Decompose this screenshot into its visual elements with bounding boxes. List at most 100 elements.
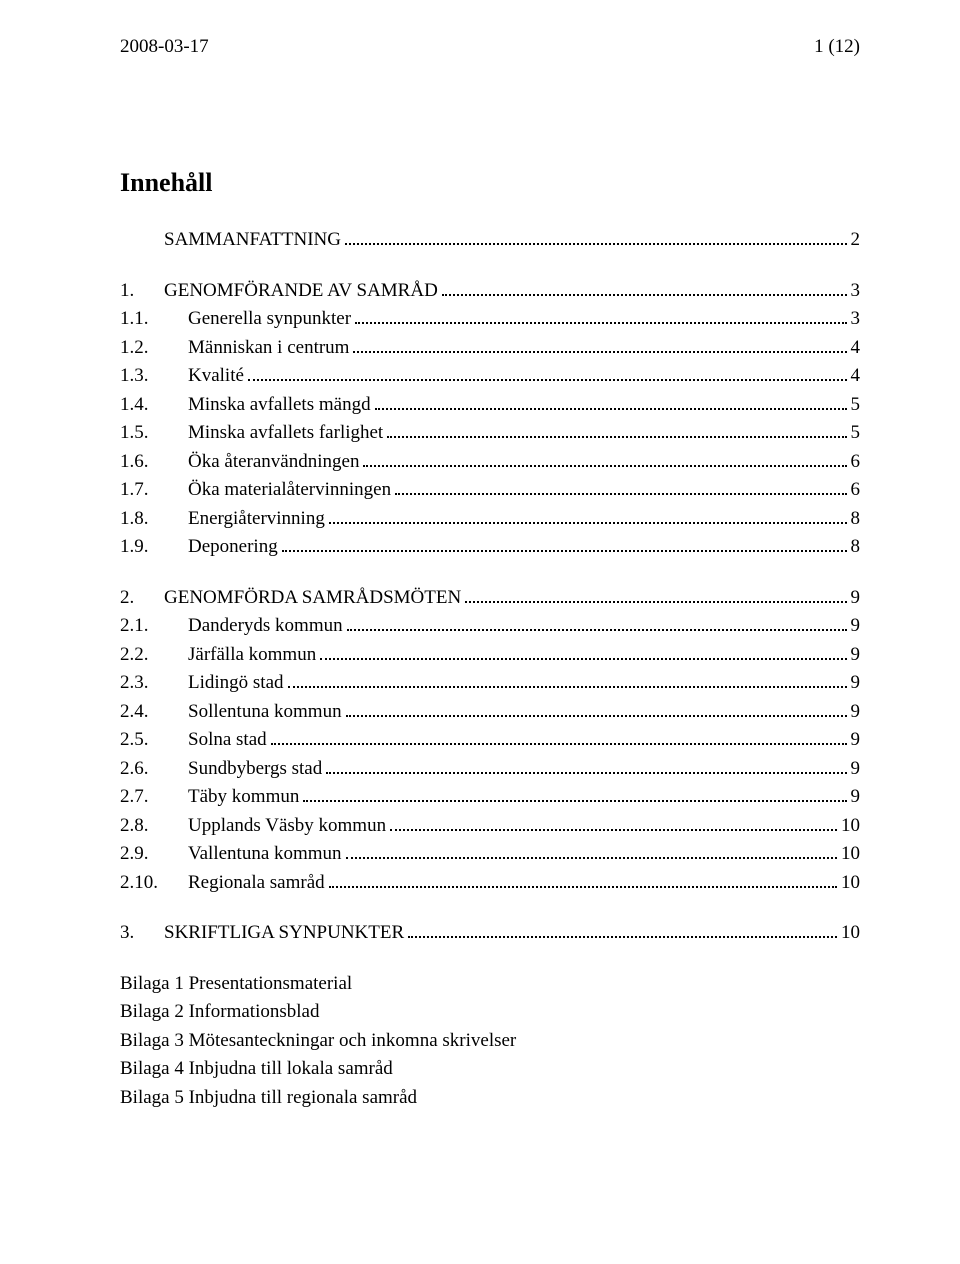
toc-entry-label: Minska avfallets farlighet	[188, 419, 383, 448]
toc-entry-label: Järfälla kommun	[188, 641, 316, 670]
toc-entry-page: 3	[851, 305, 861, 334]
toc-entry-label: Deponering	[188, 533, 278, 562]
toc-entry: 2.10.Regionala samråd10	[120, 869, 860, 898]
toc-leader-dots	[375, 392, 847, 409]
toc-leader-dots	[346, 699, 847, 716]
toc-entry-label: Öka materialåtervinningen	[188, 476, 391, 505]
toc-entry-number: 2.	[120, 584, 164, 613]
toc-entry-number: 1.2.	[120, 334, 188, 363]
toc-entry: 2.3.Lidingö stad 9	[120, 669, 860, 698]
toc-entry-page: 9	[851, 669, 861, 698]
toc-entry: 2.1.Danderyds kommun9	[120, 612, 860, 641]
toc-entry-number: 2.3.	[120, 669, 188, 698]
toc-entry-number: 2.5.	[120, 726, 188, 755]
toc-entry: 1.4.Minska avfallets mängd5	[120, 391, 860, 420]
toc-entry-page: 6	[851, 476, 861, 505]
toc-gap	[120, 255, 860, 277]
appendix-line: Bilaga 1 Presentationsmaterial	[120, 970, 860, 999]
toc-leader-dots	[390, 813, 837, 830]
toc-entry-page: 5	[851, 419, 861, 448]
toc-entry-number: 1.5.	[120, 419, 188, 448]
toc-entry: 2.8.Upplands Väsby kommun10	[120, 812, 860, 841]
toc-entry-label: Täby kommun	[188, 783, 299, 812]
toc-entry: 2.6.Sundbybergs stad 9	[120, 755, 860, 784]
toc-leader-dots	[347, 614, 847, 631]
toc-entry-page: 6	[851, 448, 861, 477]
toc-entry: 3.SKRIFTLIGA SYNPUNKTER 10	[120, 919, 860, 948]
toc-leader-dots	[329, 506, 847, 523]
toc-entry: 1.8.Energiåtervinning 8	[120, 505, 860, 534]
toc-entry-page: 10	[841, 919, 860, 948]
toc-entry-label: Generella synpunkter	[188, 305, 351, 334]
toc-entry-page: 8	[851, 505, 861, 534]
toc-entry-label: SKRIFTLIGA SYNPUNKTER	[164, 919, 404, 948]
toc-leader-dots	[271, 728, 847, 745]
toc-leader-dots	[353, 335, 846, 352]
toc-entry: 1.2.Människan i centrum 4	[120, 334, 860, 363]
toc-entry-label: GENOMFÖRANDE AV SAMRÅD	[164, 277, 438, 306]
toc-entry: 2.9.Vallentuna kommun10	[120, 840, 860, 869]
toc-entry-page: 9	[851, 783, 861, 812]
toc-entry-number: 1.1.	[120, 305, 188, 334]
toc-entry-page: 4	[851, 334, 861, 363]
appendix-line: Bilaga 3 Mötesanteckningar och inkomna s…	[120, 1027, 860, 1056]
toc-leader-dots	[408, 921, 837, 938]
toc-entry-page: 9	[851, 755, 861, 784]
toc-entry: 2.4.Sollentuna kommun 9	[120, 698, 860, 727]
toc-entry: 2.5.Solna stad 9	[120, 726, 860, 755]
toc-entry-label: SAMMANFATTNING	[164, 226, 341, 255]
toc-entry-page: 3	[851, 277, 861, 306]
toc-leader-dots	[363, 449, 846, 466]
toc-entry-page: 9	[851, 584, 861, 613]
toc-entry-label: Människan i centrum	[188, 334, 349, 363]
toc-leader-dots	[346, 842, 837, 859]
toc-gap	[120, 562, 860, 584]
toc-entry: 1.6.Öka återanvändningen6	[120, 448, 860, 477]
toc-entry-number: 1.	[120, 277, 164, 306]
toc-entry-label: Minska avfallets mängd	[188, 391, 371, 420]
document-page: 2008-03-17 1 (12) Innehåll SAMMANFATTNIN…	[0, 0, 960, 1264]
toc-entry-number: 2.8.	[120, 812, 188, 841]
toc-leader-dots	[282, 535, 847, 552]
toc-leader-dots	[465, 585, 846, 602]
toc-entry-page: 10	[841, 840, 860, 869]
toc-entry: 1.7.Öka materialåtervinningen 6	[120, 476, 860, 505]
toc-entry-page: 9	[851, 612, 861, 641]
toc-entry-label: Öka återanvändningen	[188, 448, 359, 477]
toc-entry-label: Energiåtervinning	[188, 505, 325, 534]
toc-list: SAMMANFATTNING 2 1.GENOMFÖRANDE AV SAMRÅD 3…	[120, 226, 860, 948]
toc-entry-number: 2.2.	[120, 641, 188, 670]
toc-entry-number: 2.1.	[120, 612, 188, 641]
toc-entry: 1.5.Minska avfallets farlighet 5	[120, 419, 860, 448]
toc-entry: SAMMANFATTNING 2	[120, 226, 860, 255]
toc-entry: 1.1.Generella synpunkter 3	[120, 305, 860, 334]
toc-entry-number: 1.3.	[120, 362, 188, 391]
toc-entry: 2.2.Järfälla kommun9	[120, 641, 860, 670]
toc-entry-page: 4	[851, 362, 861, 391]
toc-entry: 1.GENOMFÖRANDE AV SAMRÅD 3	[120, 277, 860, 306]
toc-entry-page: 10	[841, 869, 860, 898]
toc-leader-dots	[329, 870, 837, 887]
toc-leader-dots	[288, 671, 847, 688]
toc-entry-page: 8	[851, 533, 861, 562]
toc-entry-number: 1.7.	[120, 476, 188, 505]
toc-entry-label: Lidingö stad	[188, 669, 284, 698]
toc-entry-label: Solna stad	[188, 726, 267, 755]
toc-leader-dots	[395, 478, 846, 495]
toc-entry-number: 2.6.	[120, 755, 188, 784]
toc-entry-label: Sollentuna kommun	[188, 698, 342, 727]
header-page-indicator: 1 (12)	[814, 36, 860, 58]
toc-entry-page: 10	[841, 812, 860, 841]
toc-entry-number: 3.	[120, 919, 164, 948]
toc-leader-dots	[320, 642, 846, 659]
toc-entry-number: 2.9.	[120, 840, 188, 869]
appendix-line: Bilaga 2 Informationsblad	[120, 998, 860, 1027]
toc-entry-number: 1.8.	[120, 505, 188, 534]
toc-leader-dots	[345, 228, 847, 245]
toc-entry-page: 9	[851, 698, 861, 727]
toc-entry-page: 9	[851, 726, 861, 755]
toc-entry-number: 2.4.	[120, 698, 188, 727]
toc-entry-page: 2	[851, 226, 861, 255]
toc-entry-label: Sundbybergs stad	[188, 755, 322, 784]
toc-gap	[120, 897, 860, 919]
